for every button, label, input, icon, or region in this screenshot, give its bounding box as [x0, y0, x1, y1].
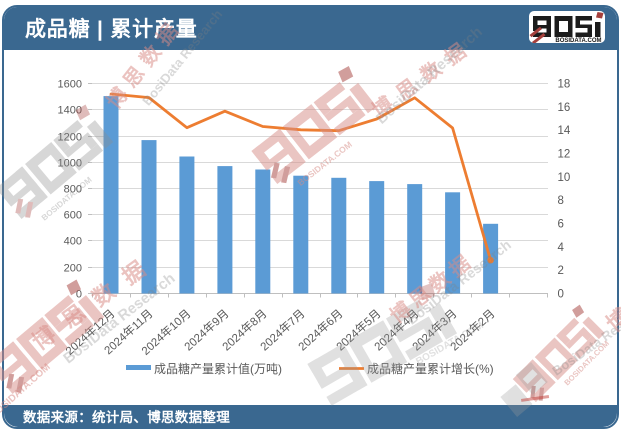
svg-text:10: 10	[558, 172, 571, 184]
svg-text:600: 600	[64, 210, 82, 222]
svg-text:BOSIDATA.COM: BOSIDATA.COM	[555, 38, 601, 43]
svg-text:0: 0	[76, 289, 82, 301]
svg-text:12: 12	[558, 149, 571, 161]
svg-text:成品糖产量累计增长(%): 成品糖产量累计增长(%)	[367, 361, 494, 376]
svg-text:1400: 1400	[58, 105, 82, 117]
svg-text:8: 8	[558, 195, 564, 207]
svg-text:0: 0	[558, 289, 564, 301]
svg-text:14: 14	[558, 125, 571, 137]
svg-text:1200: 1200	[58, 132, 82, 144]
svg-text:200: 200	[64, 263, 82, 275]
svg-text:1600: 1600	[58, 79, 82, 91]
svg-text:18: 18	[558, 79, 571, 91]
svg-text:成品糖产量累计值(万吨): 成品糖产量累计值(万吨)	[154, 361, 282, 376]
svg-text:16: 16	[558, 102, 571, 114]
svg-text:1000: 1000	[58, 158, 82, 170]
svg-text:4: 4	[558, 242, 565, 254]
svg-text:800: 800	[64, 184, 82, 196]
svg-text:6: 6	[558, 219, 564, 231]
svg-text:400: 400	[64, 236, 82, 248]
svg-text:2: 2	[558, 265, 564, 277]
